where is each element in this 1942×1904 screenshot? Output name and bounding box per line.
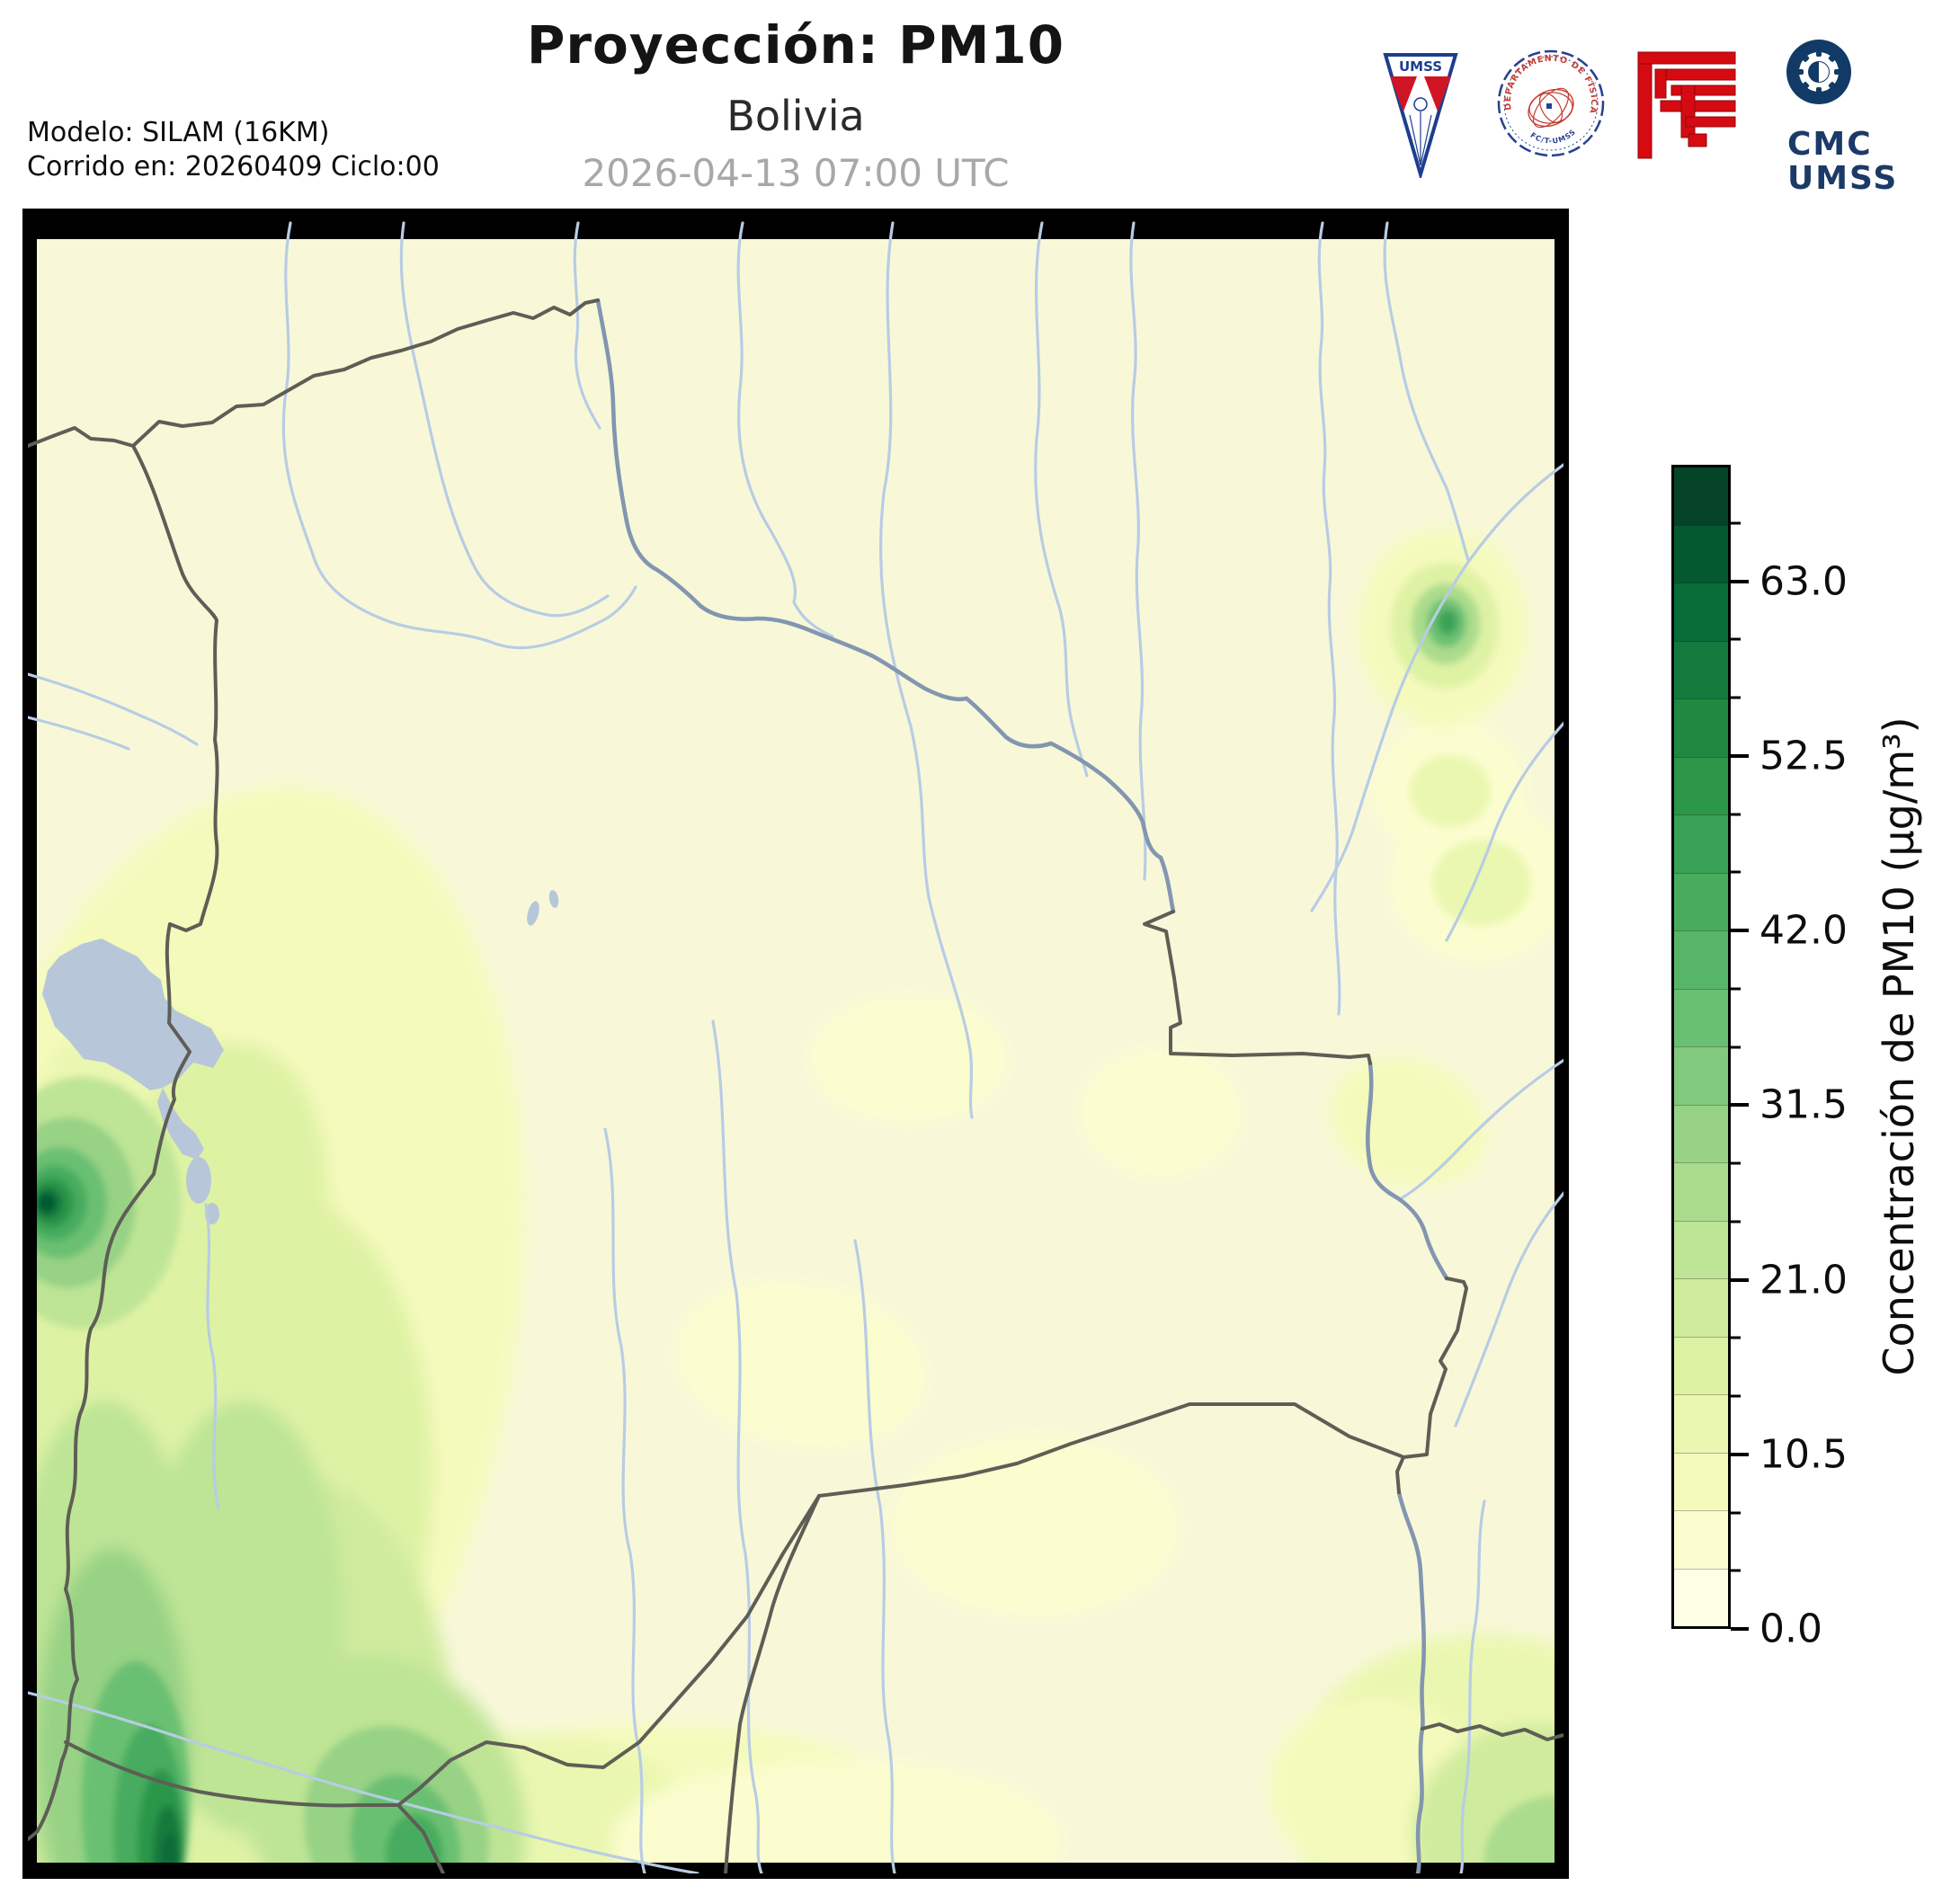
border-brazil-southeast (1395, 1277, 1468, 1494)
colorbar-minor-tick (1731, 521, 1741, 525)
colorbar-minor-tick (1731, 987, 1741, 991)
colorbar-tick-label: 10.5 (1759, 1431, 1848, 1478)
colorbar-tick-label: 0.0 (1759, 1606, 1822, 1652)
colorbar-major-tick (1731, 1452, 1749, 1456)
colorbar-minor-tick (1731, 1161, 1741, 1165)
umss-logo-icon: UMSS (1383, 53, 1458, 178)
colorbar-segment (1674, 988, 1728, 1046)
colorbar-ticks: 63.0 52.5 42.0 31.5 21.0 10.5 0.0 (1731, 465, 1848, 1652)
lake-titicaca (42, 939, 224, 1090)
colorbar-segment (1674, 756, 1728, 814)
colorbar-minor-tick (1731, 1569, 1741, 1572)
colorbar-segment (1674, 1278, 1728, 1337)
border-se-corner (1421, 1722, 1563, 1741)
cmc-logo-text: CMC UMSS (1787, 128, 1898, 196)
cmc-logo-line1: CMC (1787, 126, 1873, 163)
colorbar-tick-label: 21.0 (1759, 1257, 1848, 1303)
page-title: Proyección: PM10 (526, 14, 1065, 76)
colorbar-segment (1674, 698, 1728, 757)
rivers (28, 221, 1563, 1873)
model-info: Modelo: SILAM (16KM) (27, 117, 330, 148)
colorbar-segment (1674, 930, 1728, 989)
colorbar-segment (1674, 1452, 1728, 1510)
colorbar-segment (1674, 583, 1728, 641)
colorbar-minor-tick (1731, 1045, 1741, 1048)
colorbar-segment (1674, 467, 1728, 525)
border-chile-west (28, 922, 192, 1841)
border-argentina-branch (396, 1803, 445, 1873)
umss-logo-label: UMSS (1399, 58, 1442, 75)
colorbar-segment (1674, 640, 1728, 698)
colorbar (1671, 465, 1731, 1629)
colorbar-segment (1674, 1568, 1728, 1626)
colorbar-tick-label: 42.0 (1759, 907, 1848, 954)
cmc-logo-icon (1786, 40, 1851, 104)
border-peru (131, 444, 219, 932)
colorbar-title: Concentración de PM10 (µg/m³) (1875, 716, 1923, 1376)
lake-menor (157, 1088, 204, 1160)
map-canvas (22, 209, 1569, 1879)
border-brazil-north (28, 298, 600, 448)
border-paraguay-south (724, 1494, 821, 1873)
lake-poopo (186, 1157, 211, 1204)
run-info: Corrido en: 20260409 Ciclo:00 (27, 151, 440, 182)
major-border-river (595, 298, 1449, 1873)
colorbar-minor-tick (1731, 1394, 1741, 1398)
colorbar-segment (1674, 1046, 1728, 1105)
colorbar-major-tick (1731, 579, 1749, 583)
lakes (42, 890, 559, 1224)
fisica-seal-icon: DEPARTAMENTO DE FÍSICA FC/T-UMSS (1497, 49, 1605, 157)
map-svg (28, 214, 1563, 1873)
region-subtitle: Bolivia (726, 92, 865, 140)
colorbar-segment (1674, 1336, 1728, 1394)
admin-borders (28, 298, 1563, 1873)
border-brazil-east (1143, 910, 1372, 1065)
colorbar-tick-label: 63.0 (1759, 558, 1848, 604)
colorbar-segment (1674, 1104, 1728, 1162)
colorbar-minor-tick (1731, 1336, 1741, 1339)
colorbar-minor-tick (1731, 1220, 1741, 1223)
colorbar-tick-label: 31.5 (1759, 1081, 1848, 1128)
colorbar-minor-tick (1731, 696, 1741, 699)
cmc-logo-line2: UMSS (1787, 160, 1899, 197)
colorbar-minor-tick (1731, 813, 1741, 815)
colorbar-segment (1674, 524, 1728, 583)
colorbar-major-tick (1731, 929, 1749, 932)
colorbar-segment (1674, 1220, 1728, 1278)
colorbar-segment (1674, 1162, 1728, 1221)
colorbar-segment (1674, 1510, 1728, 1569)
colorbar-minor-tick (1731, 870, 1741, 874)
colorbar-major-tick (1731, 1103, 1749, 1108)
colorbar-segment (1674, 872, 1728, 930)
border-argentina (64, 1494, 821, 1808)
colorbar-major-tick (1731, 1627, 1749, 1631)
colorbar-minor-tick (1731, 1511, 1741, 1514)
colorbar-segment (1674, 1394, 1728, 1453)
border-paraguay (817, 1402, 1403, 1498)
colorbar-tick-label: 52.5 (1759, 733, 1848, 779)
colorbar-major-tick (1731, 753, 1749, 758)
colorbar-segment (1674, 814, 1728, 873)
fcyt-logo-icon (1637, 51, 1736, 159)
colorbar-minor-tick (1731, 637, 1741, 641)
forecast-datetime: 2026-04-13 07:00 UTC (582, 151, 1010, 195)
colorbar-major-tick (1731, 1277, 1749, 1282)
